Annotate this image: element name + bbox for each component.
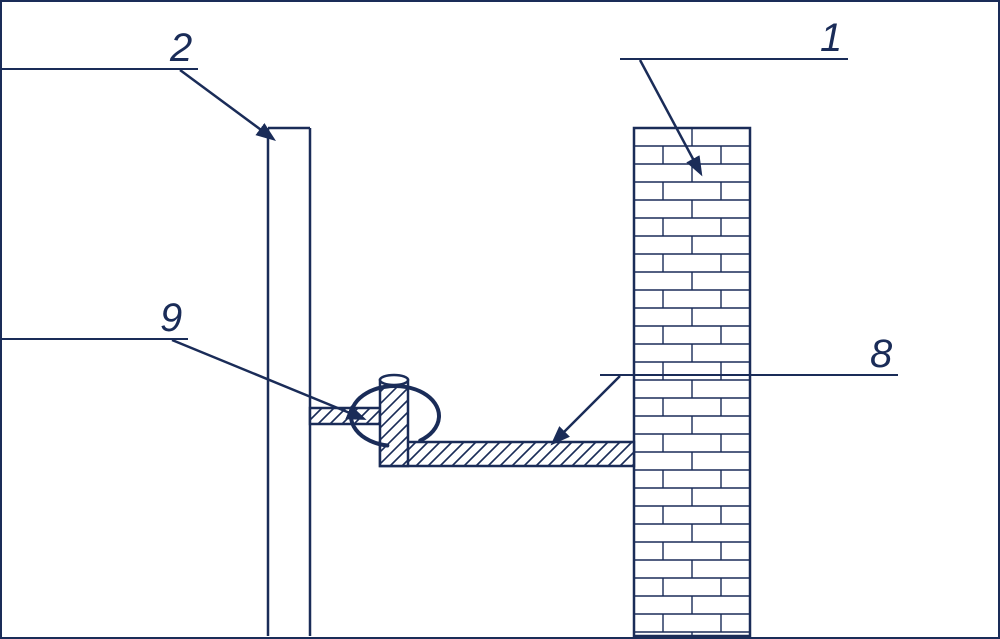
label-9-underline (0, 338, 188, 340)
frame (1, 1, 999, 638)
bracket (310, 375, 634, 466)
label-2: 2 (170, 26, 192, 71)
label-1: 1 (820, 16, 842, 61)
label-9: 9 (160, 296, 182, 341)
label-8-underline (600, 374, 898, 376)
label-8: 8 (870, 332, 892, 377)
diagram-svg (0, 0, 1000, 639)
brick-wall (634, 128, 750, 636)
label-1-underline (620, 58, 848, 60)
leaders (172, 60, 700, 442)
diagram-container: 1 2 8 9 (0, 0, 1000, 639)
label-2-underline (0, 68, 198, 70)
